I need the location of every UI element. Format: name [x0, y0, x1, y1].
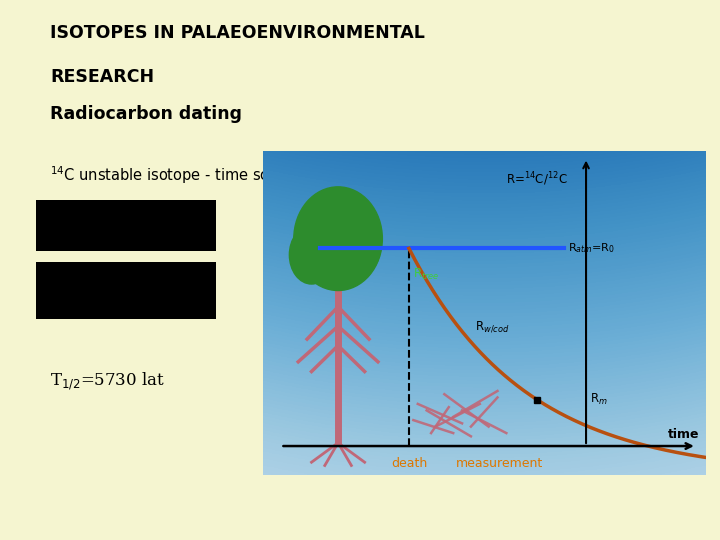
Text: measurement: measurement: [456, 457, 544, 470]
Ellipse shape: [341, 222, 380, 274]
Text: R$_{atm}$=R$_0$: R$_{atm}$=R$_0$: [568, 241, 616, 255]
Text: ISOTOPES IN PALAEOENVIRONMENTAL: ISOTOPES IN PALAEOENVIRONMENTAL: [50, 24, 426, 42]
Bar: [36, 200, 216, 251]
Text: R=$^{14}$C/$^{12}$C: R=$^{14}$C/$^{12}$C: [506, 171, 568, 188]
Text: time: time: [667, 428, 699, 441]
Ellipse shape: [289, 226, 333, 284]
Text: T$_{1/2}$=5730 lat: T$_{1/2}$=5730 lat: [50, 370, 166, 392]
Text: R$_{w/cod}$: R$_{w/cod}$: [475, 319, 510, 334]
Text: RESEARCH: RESEARCH: [50, 68, 155, 85]
Ellipse shape: [294, 187, 382, 291]
Text: Radiocarbon dating: Radiocarbon dating: [50, 105, 243, 123]
Text: R$_{tree}$: R$_{tree}$: [413, 267, 440, 282]
Text: $^{14}$C unstable isotope - time scale construction: $^{14}$C unstable isotope - time scale c…: [50, 165, 387, 186]
Text: death: death: [391, 457, 427, 470]
Bar: [36, 262, 216, 319]
Text: R$_m$: R$_m$: [590, 392, 608, 407]
